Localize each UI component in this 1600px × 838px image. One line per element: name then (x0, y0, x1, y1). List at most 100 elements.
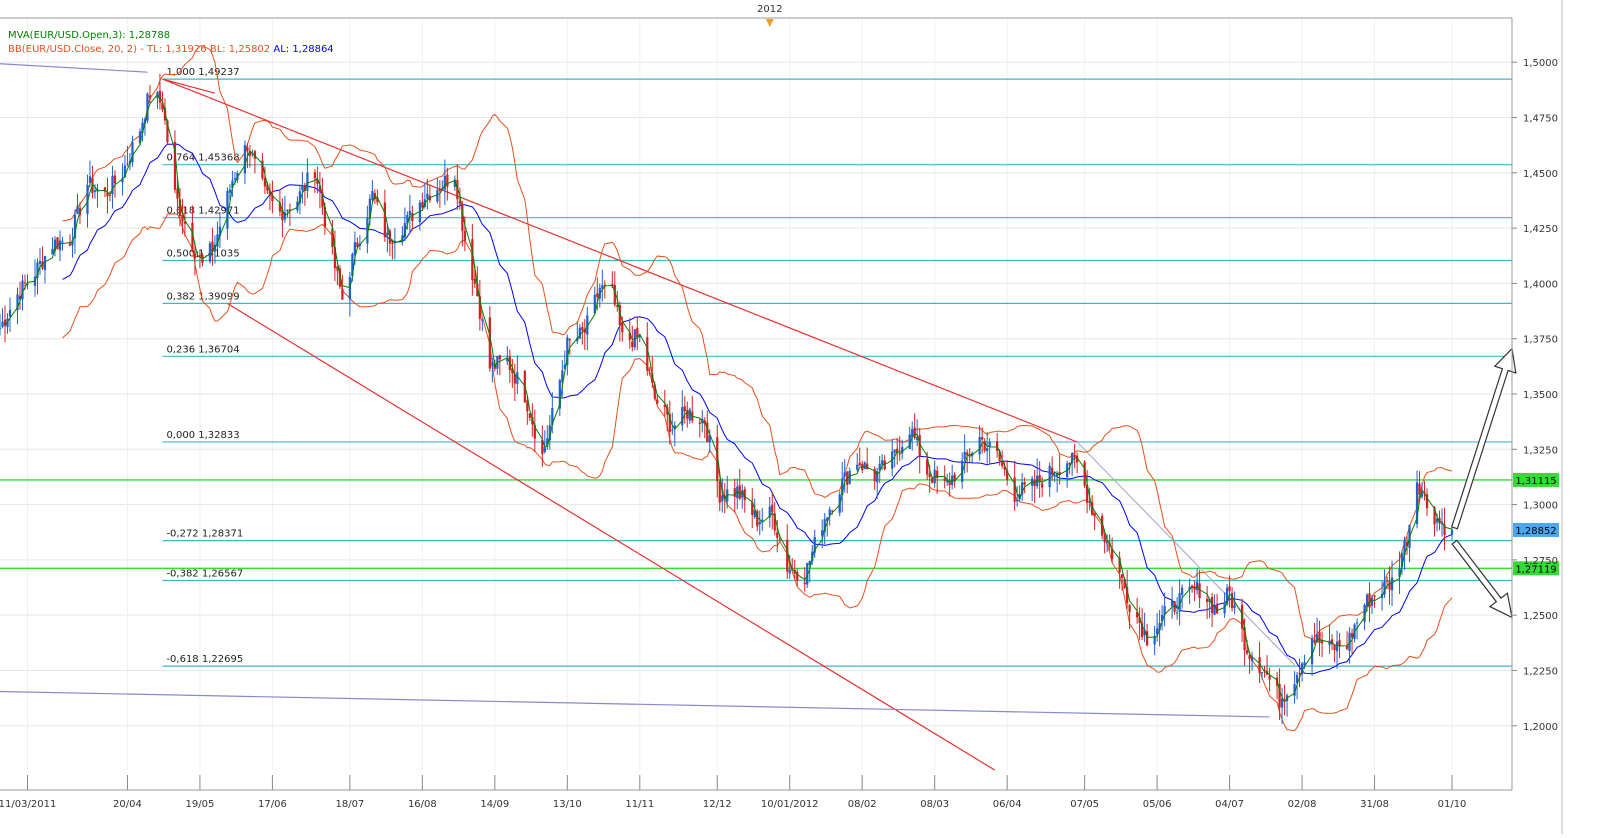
candle-body (931, 478, 934, 483)
candle-body (876, 471, 879, 483)
candle-body (586, 315, 589, 335)
trendline (0, 63, 148, 73)
candle-body (23, 282, 27, 284)
candle-body (1128, 605, 1131, 612)
candle-body (68, 243, 72, 246)
x-tick-label: 11/11 (625, 799, 654, 810)
candle-body (301, 185, 304, 191)
candle-body (793, 569, 796, 574)
candle-body (1330, 639, 1334, 645)
y-tick-label: 1,2000 (1523, 722, 1558, 733)
candle-body (318, 185, 322, 192)
candle-body (103, 187, 107, 192)
candle-body (548, 425, 551, 441)
candle-body (481, 318, 484, 321)
candle-body (1385, 580, 1389, 582)
candle-body (76, 206, 79, 214)
candle-body (893, 449, 896, 453)
candle-body (646, 337, 649, 371)
candle-body (668, 414, 671, 432)
candle-body (243, 145, 247, 174)
candle-body (498, 355, 501, 360)
candle-body (656, 399, 659, 404)
candle-body (268, 190, 272, 196)
y-tick-label: 1,3500 (1523, 390, 1558, 401)
candle-body (936, 470, 939, 478)
candle-body (266, 184, 269, 191)
candle-body (1138, 617, 1141, 623)
candle-body (578, 327, 581, 339)
candle-body (1403, 540, 1406, 556)
candle-body (741, 490, 744, 498)
candle-body (371, 191, 374, 200)
bb-upper-band (62, 45, 1453, 640)
candle-body (1051, 467, 1054, 475)
candle-body (93, 190, 97, 192)
candle-body (601, 285, 604, 289)
candle-body (558, 380, 561, 409)
candle-body (1248, 655, 1251, 660)
candle-body (338, 268, 342, 287)
x-tick-label: 12/12 (703, 799, 732, 810)
candle-body (321, 192, 324, 208)
candle-body (226, 191, 229, 229)
candle-body (1365, 594, 1369, 607)
x-tick-label: 04/07 (1215, 799, 1244, 810)
y-tick-label: 1,2500 (1523, 611, 1558, 622)
candle-body (841, 478, 844, 496)
candle-body (1443, 524, 1446, 535)
candle-body (866, 463, 869, 470)
candle-body (968, 455, 971, 457)
candle-body (768, 506, 771, 518)
candle-body (621, 323, 624, 333)
candle-body (546, 438, 549, 447)
candle-body (316, 179, 319, 184)
candle-body (453, 179, 456, 187)
trendlines (0, 63, 1296, 771)
candle-body (616, 305, 619, 307)
candle-body (1058, 472, 1061, 475)
candle-body (1370, 597, 1374, 606)
candle-body (1076, 455, 1079, 463)
candle-body (1338, 640, 1341, 647)
candle-body (1233, 605, 1236, 609)
candle-body (926, 459, 929, 475)
y-tick-label: 1,3750 (1523, 335, 1558, 346)
candle-body (426, 193, 429, 199)
candle-body (743, 489, 746, 501)
y-tick-label: 1,4250 (1523, 224, 1558, 235)
candle-body (736, 486, 739, 499)
candle-body (1048, 465, 1051, 488)
projection-arrow-up (1450, 347, 1517, 530)
candle-body (1263, 669, 1266, 671)
candle-body (1440, 522, 1444, 525)
candle-body (1135, 611, 1139, 618)
fib-level-label: -0,618 1,22695 (166, 654, 243, 665)
candle-body (1368, 593, 1371, 608)
candle-body (1293, 684, 1296, 696)
candle-body (1118, 557, 1121, 573)
candle-body (401, 235, 404, 242)
candle-body (333, 247, 337, 269)
candle-body (878, 463, 881, 471)
candle-body (1145, 631, 1149, 646)
x-tick-label: 06/04 (993, 799, 1022, 810)
candle-body (1013, 477, 1016, 502)
level-tag (1513, 472, 1559, 487)
candle-body (873, 468, 876, 482)
candle-body (808, 561, 811, 566)
candle-body (323, 206, 327, 228)
candle-body (58, 240, 62, 251)
candle-body (1016, 499, 1019, 502)
candle-body (901, 447, 904, 454)
candle-body (408, 210, 411, 215)
candle-body (1126, 586, 1129, 604)
candle-body (348, 277, 352, 300)
candle-body (1250, 658, 1254, 662)
fib-level-label: 0,764 1,45368 (166, 153, 239, 164)
candle-body (1435, 518, 1439, 523)
candle-body (1415, 482, 1419, 524)
candle-body (253, 151, 257, 159)
candle-body (1170, 600, 1174, 606)
